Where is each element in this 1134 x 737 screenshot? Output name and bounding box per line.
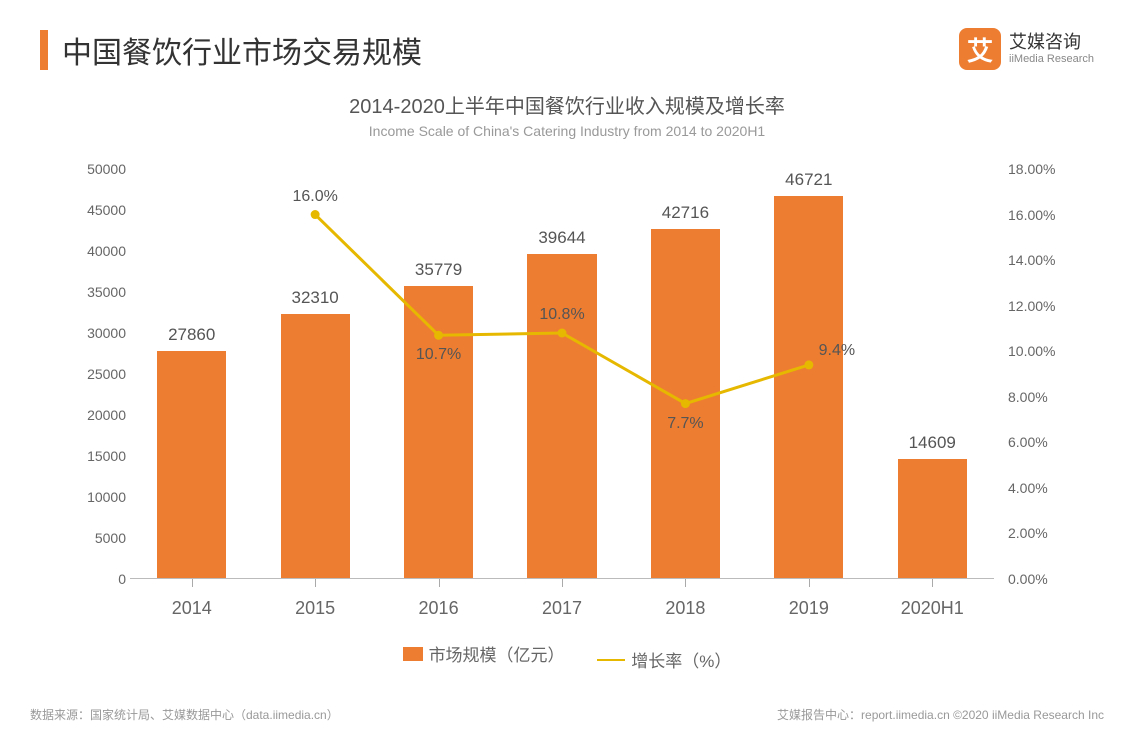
y-left-tick: 40000 — [60, 243, 126, 259]
y-right-tick: 4.00% — [1008, 480, 1074, 496]
subtitle-cn: 2014-2020上半年中国餐饮行业收入规模及增长率 — [0, 90, 1134, 119]
bar — [281, 314, 350, 579]
bar-slot: 39644 — [500, 169, 623, 579]
x-label: 2020H1 — [871, 598, 994, 619]
y-right-tick: 0.00% — [1008, 571, 1074, 587]
bar-slot: 14609 — [871, 169, 994, 579]
legend-bar: 市场规模（亿元） — [403, 641, 565, 666]
y-left-tick: 20000 — [60, 407, 126, 423]
y-right-tick: 18.00% — [1008, 161, 1074, 177]
chart: 0 5000 10000 15000 20000 25000 30000 35000 40000… — [60, 159, 1074, 639]
y-left-tick: 25000 — [60, 366, 126, 382]
title-wrap: 中国餐饮行业市场交易规模 — [40, 28, 422, 72]
x-tick — [624, 579, 747, 587]
y-right-tick: 2.00% — [1008, 525, 1074, 541]
y-right-tick: 12.00% — [1008, 298, 1074, 314]
x-label: 2017 — [500, 598, 623, 619]
page-title: 中国餐饮行业市场交易规模 — [62, 28, 422, 72]
logo-icon: 艾 — [959, 28, 1001, 70]
header: 中国餐饮行业市场交易规模 艾 艾媒咨询 iiMedia Research — [0, 0, 1134, 72]
legend-line: 增长率（%） — [597, 647, 731, 672]
x-label: 2019 — [747, 598, 870, 619]
footer: 数据来源：国家统计局、艾媒数据中心（data.iimedia.cn） 艾媒报告中… — [30, 706, 1134, 723]
x-tick — [500, 579, 623, 587]
y-right-tick: 16.00% — [1008, 207, 1074, 223]
bar-slot: 27860 — [130, 169, 253, 579]
bar-value-label: 27860 — [130, 325, 253, 345]
y-left-tick: 45000 — [60, 202, 126, 218]
bar-value-label: 39644 — [500, 228, 623, 248]
bars-row: 278603231035779396444271646721 14609 — [130, 169, 994, 579]
subtitle-en: Income Scale of China's Catering Industr… — [0, 123, 1134, 139]
y-right-tick: 14.00% — [1008, 252, 1074, 268]
line-value-label: 16.0% — [292, 188, 337, 206]
logo-en: iiMedia Research — [1009, 53, 1094, 66]
bar-slot: 42716 — [624, 169, 747, 579]
y-right-tick: 6.00% — [1008, 434, 1074, 450]
x-label: 2018 — [624, 598, 747, 619]
x-axis-labels: 2014201520162017201820192020H1 — [130, 598, 994, 619]
x-tick-marks — [130, 579, 994, 587]
x-tick — [871, 579, 994, 587]
bar-value-label: 32310 — [253, 288, 376, 308]
title-accent-bar — [40, 30, 48, 70]
y-left-tick: 30000 — [60, 325, 126, 341]
y-left-tick: 15000 — [60, 448, 126, 464]
bar — [898, 459, 967, 579]
x-tick — [377, 579, 500, 587]
x-label: 2016 — [377, 598, 500, 619]
bar — [157, 351, 226, 579]
bar-slot: 35779 — [377, 169, 500, 579]
bar-value-label: 42716 — [624, 203, 747, 223]
bar — [774, 196, 843, 579]
bar-slot: 32310 — [253, 169, 376, 579]
x-tick — [130, 579, 253, 587]
y-left-tick: 0 — [60, 571, 126, 587]
bar — [404, 286, 473, 579]
y-left-tick: 35000 — [60, 284, 126, 300]
legend-line-label: 增长率（%） — [631, 647, 731, 672]
y-right-tick: 10.00% — [1008, 343, 1074, 359]
line-value-label: 7.7% — [667, 415, 703, 433]
legend-bar-swatch — [403, 647, 423, 661]
bar-value-label: 35779 — [377, 260, 500, 280]
logo-cn: 艾媒咨询 — [1009, 32, 1094, 54]
y-left-tick: 10000 — [60, 489, 126, 505]
subtitle: 2014-2020上半年中国餐饮行业收入规模及增长率 Income Scale … — [0, 90, 1134, 139]
line-value-label: 10.8% — [539, 306, 584, 324]
y-right-axis: 0.00%2.00%4.00%6.00%8.00%10.00%12.00%14.… — [1008, 169, 1074, 579]
plot-area: 278603231035779396444271646721 14609 16.0… — [130, 169, 994, 579]
bar-slot: 46721 — [747, 169, 870, 579]
legend-bar-label: 市场规模（亿元） — [429, 641, 565, 666]
footer-left: 数据来源：国家统计局、艾媒数据中心（data.iimedia.cn） — [30, 708, 339, 722]
y-right-tick: 8.00% — [1008, 389, 1074, 405]
bar — [651, 229, 720, 579]
x-tick — [253, 579, 376, 587]
legend-line-swatch — [597, 659, 625, 661]
x-label: 2014 — [130, 598, 253, 619]
line-value-label: 10.7% — [416, 346, 461, 364]
y-left-axis: 0500010000150002000025000300003500040000… — [60, 169, 126, 579]
footer-right: 艾媒报告中心：report.iimedia.cn ©2020 iiMedia R… — [777, 706, 1104, 723]
y-left-tick: 50000 — [60, 161, 126, 177]
x-label: 2015 — [253, 598, 376, 619]
brand-logo: 艾 艾媒咨询 iiMedia Research — [959, 28, 1094, 70]
bar — [527, 254, 596, 579]
logo-text: 艾媒咨询 iiMedia Research — [1009, 32, 1094, 67]
y-left-tick: 5000 — [60, 530, 126, 546]
bar-value-label: 46721 — [747, 170, 870, 190]
legend: 市场规模（亿元） 增长率（%） — [0, 641, 1134, 672]
x-tick — [747, 579, 870, 587]
line-value-label: 9.4% — [819, 342, 855, 360]
bar-value-label: 14609 — [871, 433, 994, 453]
